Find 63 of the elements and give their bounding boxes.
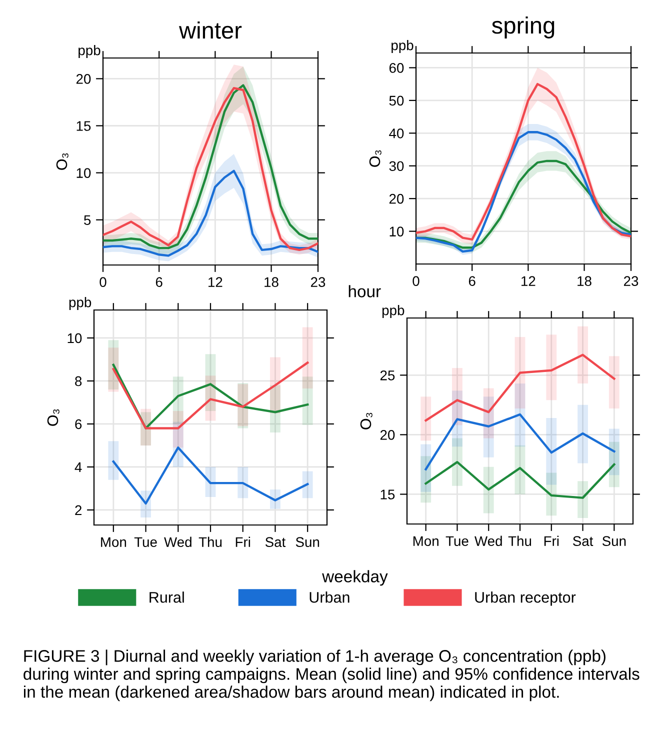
line-series — [103, 170, 318, 257]
line-series — [424, 460, 616, 499]
y-tick-label: 40 — [389, 128, 404, 138]
y-axis-title: O₃ — [56, 153, 68, 170]
y-tick-label: 20 — [76, 74, 91, 84]
x-axis-title: weekday — [322, 570, 388, 586]
x-tick-label: Sun — [602, 536, 626, 546]
chart-title: spring — [492, 16, 554, 38]
x-tick-label: 12 — [522, 276, 536, 286]
x-tick-label: Sun — [296, 537, 320, 548]
x-tick-label: 0 — [100, 277, 106, 288]
text: ppb — [69, 297, 92, 310]
x-tick-label: 0 — [412, 276, 420, 286]
x-tick-label: Tue — [446, 536, 468, 546]
text: ppb — [78, 45, 100, 58]
x-tick-label: Sat — [572, 536, 594, 546]
legend-label: Urban — [310, 592, 350, 603]
y-tick-label: 60 — [389, 63, 404, 73]
x-tick-label: 23 — [624, 276, 638, 286]
legend-label: Rural — [150, 592, 184, 603]
y-axis-title: O₃ — [369, 150, 382, 167]
x-tick-label: Wed — [474, 536, 502, 546]
y-tick-label: 25 — [380, 370, 395, 380]
x-tick-label: 6 — [468, 276, 476, 286]
y-tick-label: 15 — [380, 490, 395, 500]
text: ppb — [382, 305, 404, 318]
chart-title: winter — [178, 21, 242, 39]
y-axis-title: O₃ — [47, 409, 60, 426]
x-tick-label: Fri — [544, 536, 559, 546]
line-series — [424, 354, 616, 422]
y-tick-label: 10 — [76, 168, 91, 178]
y-tick-label: 4 — [74, 462, 82, 472]
x-tick-label: Wed — [164, 536, 192, 548]
x-axis-title: hour — [348, 285, 381, 298]
y-tick-label: 50 — [389, 96, 404, 106]
y-axis-title: O₃ — [360, 412, 372, 430]
legend-label: Urban receptor — [475, 592, 576, 606]
x-tick-label: Mon — [101, 537, 126, 548]
y-tick-label: 30 — [389, 161, 404, 172]
x-tick-label: Fri — [236, 536, 250, 547]
y-tick-label: 5 — [84, 215, 91, 226]
y-tick-label: 2 — [75, 505, 82, 515]
y-tick-label: 6 — [75, 419, 82, 430]
x-tick-label: Tue — [134, 537, 157, 548]
y-tick-label: 20 — [380, 430, 395, 440]
x-tick-label: Sat — [265, 537, 286, 548]
y-tick-label: 15 — [76, 121, 91, 131]
y-tick-label: 8 — [75, 376, 82, 386]
y-tick-label: 10 — [390, 226, 404, 236]
x-tick-label: Mon — [413, 536, 438, 546]
y-tick-label: 10 — [68, 333, 82, 344]
x-tick-label: Thu — [508, 536, 532, 546]
line-series — [112, 446, 309, 505]
x-tick-label: Thu — [198, 536, 222, 548]
x-tick-label: 18 — [578, 276, 592, 286]
text: ppb — [392, 40, 414, 53]
x-tick-label: 23 — [310, 277, 326, 288]
x-tick-label: 18 — [264, 277, 278, 288]
y-tick-label: 20 — [389, 194, 404, 204]
line-series — [424, 413, 616, 470]
caption: FIGURE 3 | Diurnal and weekly variation of 1-h average O₃ concentration (ppb) during winter and spring campaigns. Mean (solid line) and 95% confidence intervals in the mean (darkened area/shadow bars around mean) indicated in plot. — [24, 650, 640, 702]
x-tick-label: 6 — [156, 277, 162, 288]
x-tick-label: 12 — [208, 277, 222, 287]
